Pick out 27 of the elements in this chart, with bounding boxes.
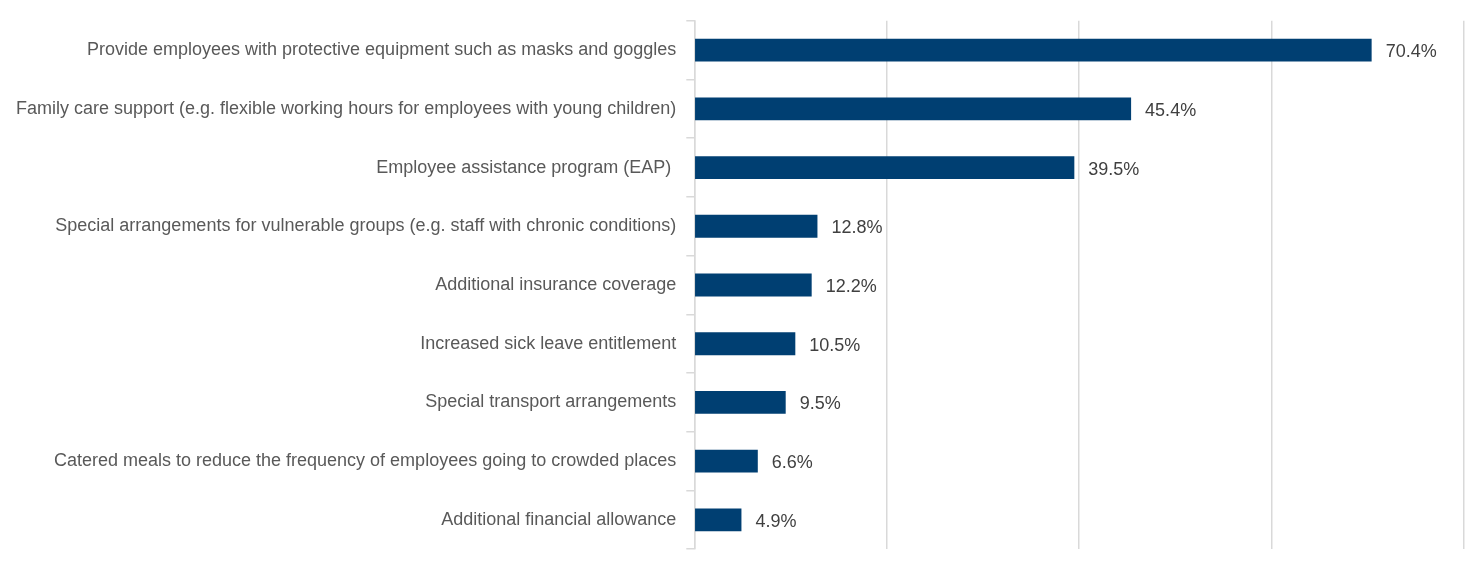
bar: [695, 38, 1372, 62]
data-label: 39.5%: [1088, 158, 1140, 179]
data-label: 45.4%: [1145, 99, 1197, 120]
bar: [695, 214, 818, 238]
bar: [695, 97, 1132, 121]
y-tick-label: Family care support (e.g. flexible working hours for employees with young children): [16, 97, 677, 118]
y-tick-label: Provide employees with protective equipment such as masks and goggles: [86, 39, 677, 60]
data-label: 4.9%: [755, 510, 797, 531]
y-tick-label: Catered meals to reduce the frequency of employees going to crowded places: [53, 450, 677, 471]
bar: [695, 508, 742, 532]
bar: [695, 390, 786, 414]
data-label: 12.8%: [831, 217, 883, 238]
y-tick-label: Increased sick leave entitlement: [420, 332, 677, 353]
data-label: 70.4%: [1385, 41, 1437, 62]
y-tick-label: Special transport arrangements: [425, 391, 677, 412]
bar: [695, 156, 1075, 180]
data-label: 9.5%: [799, 393, 841, 414]
y-tick-label: Employee assistance program (EAP): [376, 156, 677, 177]
y-tick-label: Special arrangements for vulnerable groups (e.g. staff with chronic conditions): [55, 215, 677, 236]
bar: [695, 332, 796, 356]
data-label: 6.6%: [771, 452, 813, 473]
y-tick-label: Additional insurance coverage: [435, 273, 677, 294]
bar: [695, 273, 812, 297]
y-tick-label: Additional financial allowance: [441, 508, 677, 529]
bar: [695, 449, 758, 473]
data-label: 10.5%: [809, 334, 861, 355]
data-label: 12.2%: [825, 275, 877, 296]
